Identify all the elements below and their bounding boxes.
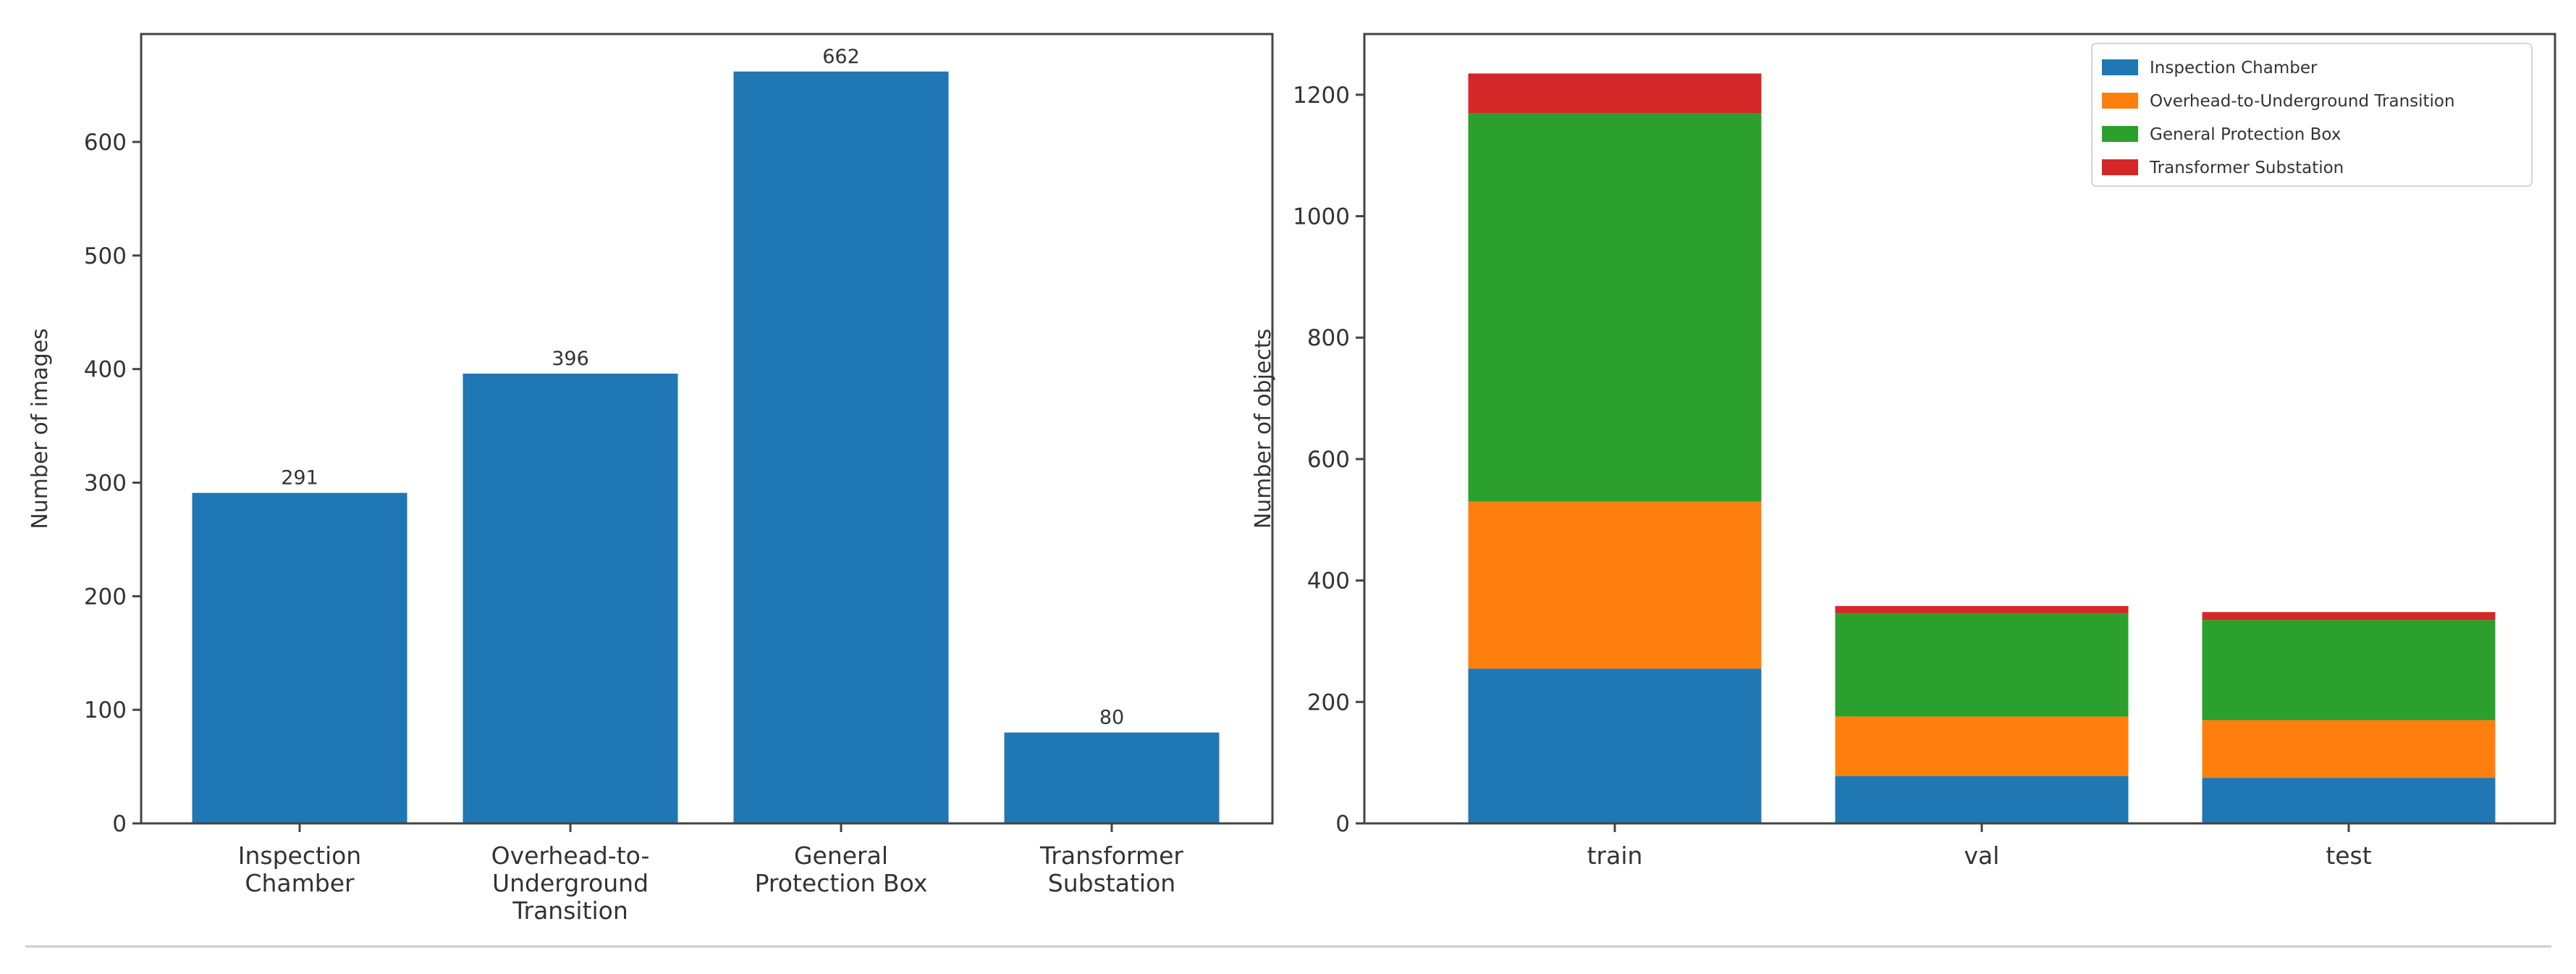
chart2-ytick-label: 800 [1307,325,1350,351]
chart2-legend-label: General Protection Box [2150,125,2341,144]
chart1-frame [140,33,1274,825]
chart2-bar-segment [1468,668,1762,823]
chart-images-per-class: 0 100 200 300 400 500 600 Number of images 291 39… [28,33,1274,925]
chart1-bar [1004,732,1220,823]
chart2-bar-segment [1468,113,1762,502]
chart2-bar-segment [2202,620,2496,721]
chart2-ytick-label: 400 [1307,568,1350,595]
chart2-bar-segment [1835,613,2129,717]
chart1-bar [192,492,407,823]
chart1-data-label: 80 [1099,707,1124,729]
chart1-ytick-label: 300 [84,470,127,496]
chart1-bar [733,71,949,824]
chart2-legend-swatch [2102,59,2138,75]
chart2-bar-segment [2202,720,2496,778]
chart2-xtick-label: val [1964,841,2000,870]
chart2-bar-segment [1835,605,2129,613]
chart-objects-per-split: 0 200 400 600 800 1000 1200 Number of objects tr… [1251,33,2556,870]
chart2-ytick-label: 200 [1307,689,1350,715]
chart1-xtick-label: Overhead-to-Underground Transition [491,841,650,925]
chart2-bar-segment [1835,716,2129,776]
chart2-legend-label: Transformer Substation [2149,159,2344,177]
chart2-ylabel: Number of objects [1251,329,1276,529]
chart2-bar-segment [2202,612,2496,621]
chart1-ytick-label: 200 [84,584,127,610]
chart2-ytick-label: 1000 [1293,204,1350,230]
chart2-legend-box [2091,43,2533,187]
chart1-data-label: 662 [822,46,860,68]
chart2-legend-swatch [2102,159,2138,175]
chart1-ytick-label: 400 [84,357,127,383]
chart1-ytick-label: 100 [84,697,127,723]
chart2-bar-segment [1468,73,1762,113]
chart2-legend-label: Inspection Chamber [2150,59,2318,77]
chart2-legend-swatch [2102,126,2138,142]
chart1-xtick-label: Transformer Substation [1039,841,1183,897]
chart1-xtick-label: General Protection Box [755,841,928,897]
chart2-ytick-label: 1200 [1293,83,1350,109]
chart2-legend-swatch [2102,93,2138,109]
chart1-ytick-label: 500 [84,243,127,269]
chart1-xtick-label: Inspection Chamber [238,841,361,897]
chart1-data-label: 291 [281,467,318,490]
chart2-legend-label: Overhead-to-Underground Transition [2150,92,2455,111]
chart1-data-label: 396 [552,348,589,370]
chart2-xtick-label: train [1587,841,1643,870]
chart2-ytick-label: 0 [1335,811,1350,837]
chart1-ytick-label: 0 [112,811,127,837]
chart2-bar-segment [1835,776,2129,823]
chart1-bar [463,373,678,823]
chart1-ylabel: Number of images [28,328,53,529]
chart2-xtick-label: test [2326,841,2371,870]
chart2-ytick-label: 600 [1307,447,1350,473]
chart2-bar-segment [1468,501,1762,669]
chart2-legend: Inspection Chamber Overhead-to-Undergroun… [2091,43,2533,187]
chart1-ytick-label: 600 [84,130,127,156]
chart2-bar-segment [2202,778,2496,823]
chart2-frame [1363,33,2556,825]
